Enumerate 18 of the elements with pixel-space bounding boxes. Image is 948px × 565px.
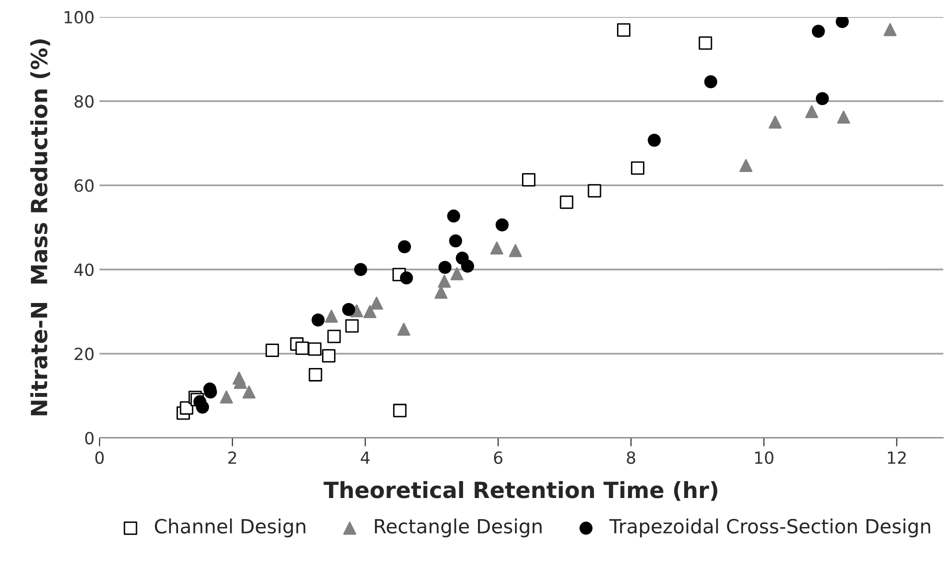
y-tick-label: 60 (74, 179, 94, 192)
y-tick-label: 0 (85, 432, 94, 444)
x-tick-label: 2 (228, 451, 236, 464)
x-axis-title: Theoretical Retention Time (hr) (324, 481, 718, 501)
x-tick-label: 4 (360, 452, 370, 464)
x-tick-label: 12 (888, 451, 906, 464)
legend-label: Trapezoidal Cross-Section Design (609, 518, 930, 538)
y-axis-title: Nitrate-N Mass Reduction (%) (30, 39, 50, 416)
y-tick-label: 80 (74, 95, 94, 108)
legend-label: Channel Design (154, 518, 306, 538)
x-tick-label: 10 (755, 451, 774, 464)
y-tick-label: 20 (74, 348, 94, 360)
legend-label: Rectangle Design (374, 518, 542, 538)
x-tick-label: 8 (626, 451, 636, 464)
y-tick-label: 100 (64, 10, 94, 24)
x-tick-label: 0 (95, 451, 104, 464)
x-tick-label: 6 (494, 451, 502, 464)
y-tick-label: 40 (74, 263, 94, 276)
